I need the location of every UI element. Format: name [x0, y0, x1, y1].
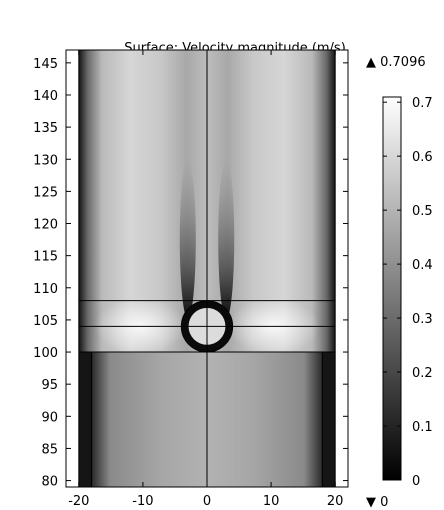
y-tick-label: 140: [33, 89, 58, 104]
y-tick-label: 145: [33, 57, 58, 72]
wake-streak: [179, 159, 196, 319]
y-tick-label: 110: [33, 282, 58, 297]
x-tick-label: -20: [68, 494, 89, 509]
y-tick-label: 85: [41, 442, 58, 457]
y-tick-label: 95: [41, 378, 58, 393]
y-tick-label: 130: [33, 153, 58, 168]
colorbar-tick-label: 0.4: [412, 258, 433, 273]
y-tick-label: 120: [33, 218, 58, 233]
colorbar-min-label: ▼ 0: [366, 495, 388, 510]
colorbar-tick-label: 0.6: [412, 150, 433, 165]
colorbar-ticks: 0 0.1 0.2 0.3 0.4 0.5 0.6 0.7: [383, 96, 433, 489]
colorbar-tick-label: 0.3: [412, 312, 433, 327]
y-tick-label: 105: [33, 314, 58, 329]
y-tick-label: 90: [41, 410, 58, 425]
colorbar-tick-label: 0: [412, 474, 420, 489]
x-axis: -20 -10 0 10 20: [68, 50, 343, 509]
x-tick-label: -10: [132, 494, 153, 509]
right-wall-block: [322, 352, 336, 487]
colorbar: [382, 96, 402, 481]
y-tick-label: 135: [33, 121, 58, 136]
wake-streak: [218, 159, 235, 319]
y-tick-label: 115: [33, 250, 58, 265]
colorbar-tick-label: 0.7: [412, 96, 433, 111]
left-wall-block: [78, 352, 92, 487]
x-tick-label: 20: [327, 494, 344, 509]
x-tick-label: 10: [263, 494, 280, 509]
y-axis: 80 85 90 95 100 105 110 115 120 125 130 135 140 145: [33, 57, 348, 490]
y-tick-label: 100: [33, 346, 58, 361]
y-tick-label: 80: [41, 475, 58, 490]
x-tick-label: 0: [203, 494, 211, 509]
y-tick-label: 125: [33, 185, 58, 200]
colorbar-tick-label: 0.5: [412, 204, 433, 219]
geometry-lines: [78, 50, 336, 487]
colorbar-tick-label: 0.2: [412, 366, 433, 381]
colorbar-tick-label: 0.1: [412, 420, 433, 435]
colorbar-max-label: ▲ 0.7096: [366, 55, 426, 70]
cylinder-outline: [180, 300, 234, 353]
